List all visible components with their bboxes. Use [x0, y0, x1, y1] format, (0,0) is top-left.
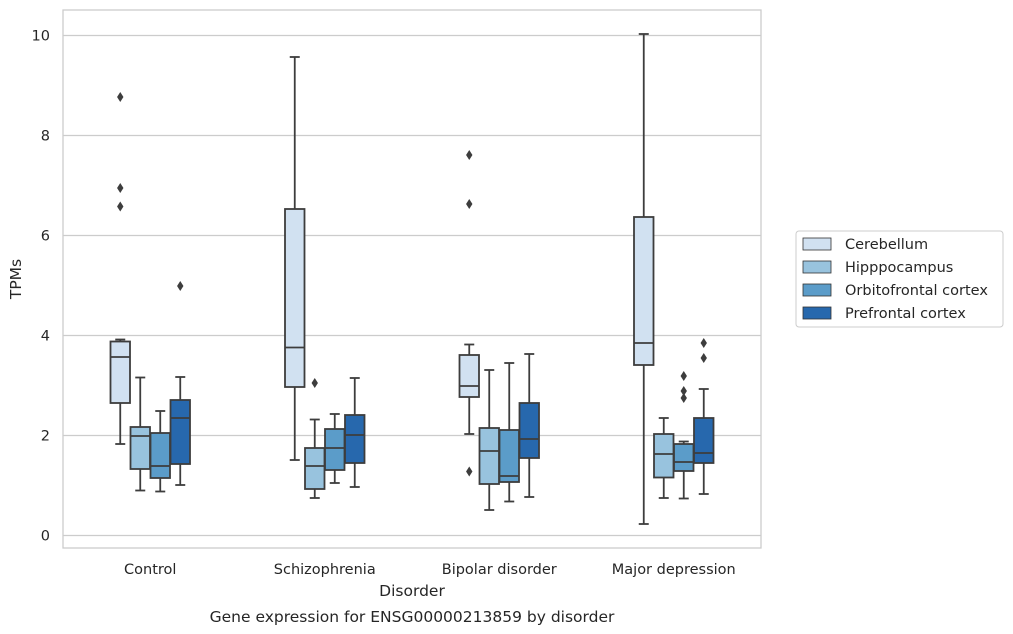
outlier-point [117, 92, 124, 102]
box [284, 56, 306, 461]
outlier-point [311, 378, 318, 388]
box-body [304, 447, 326, 490]
x-tick-labels: Control Schizophrenia Bipolar disorder Majo… [124, 562, 736, 578]
legend: Cerebellum Hipppocampus Orbitofrontal cort… [795, 230, 1004, 328]
series-cerebellum [109, 33, 655, 525]
outlier-point [466, 466, 473, 477]
x-axis-title: Disorder [379, 582, 445, 600]
box-body [518, 402, 540, 459]
legend-swatch [802, 237, 832, 251]
legend-swatch [802, 260, 832, 274]
box-body [324, 428, 346, 471]
y-tick-label: 6 [41, 229, 50, 245]
box [324, 413, 346, 484]
legend-label: Orbitofrontal cortex [845, 283, 988, 299]
box [518, 353, 540, 498]
y-tick-label: 8 [41, 129, 50, 145]
legend-label: Cerebellum [845, 237, 928, 253]
y-tick-label: 4 [41, 329, 50, 345]
box-body [169, 399, 191, 465]
plot-frame [62, 9, 762, 549]
box-body [129, 426, 151, 470]
box [673, 371, 695, 500]
series-hipppocampus [129, 369, 675, 511]
box-body [693, 417, 715, 464]
box [169, 281, 191, 486]
outlier-point [700, 353, 707, 363]
x-tick-label: Major depression [612, 562, 736, 578]
y-tick-labels: 0 2 4 6 8 10 [32, 29, 50, 545]
outlier-point [466, 199, 473, 209]
box [129, 376, 151, 492]
box [458, 150, 480, 477]
series-prefrontal-cortex [169, 281, 715, 498]
legend-swatch [802, 306, 832, 320]
outlier-point [117, 183, 124, 193]
outlier-point [700, 338, 707, 348]
box [344, 377, 366, 488]
y-axis-title: TPMs [7, 259, 25, 300]
y-tick-label: 2 [41, 429, 50, 445]
y-tick-label: 10 [32, 29, 50, 45]
box-series-group [109, 33, 715, 525]
box [633, 33, 655, 525]
box [653, 417, 675, 499]
x-tick-label: Bipolar disorder [442, 562, 557, 578]
box [478, 369, 500, 511]
legend-frame [795, 230, 1004, 328]
box [693, 338, 715, 495]
box [149, 410, 171, 493]
box-body [344, 414, 366, 464]
box-body [109, 340, 131, 404]
outlier-point [680, 386, 687, 396]
x-tick-label: Schizophrenia [274, 562, 376, 578]
outlier-point [680, 371, 687, 381]
x-tick-label: Control [124, 562, 176, 578]
y-tick-label: 0 [41, 529, 50, 545]
box [498, 362, 520, 503]
legend-swatch [802, 283, 832, 297]
box-body [284, 208, 306, 388]
outlier-point [466, 150, 473, 160]
box-body [149, 432, 171, 479]
box-body [653, 433, 675, 479]
outlier-point [117, 201, 124, 212]
box [304, 378, 326, 499]
box [109, 92, 131, 445]
box-body [478, 427, 500, 485]
box-body [673, 443, 695, 472]
box-body [458, 354, 480, 398]
chart-caption: Gene expression for ENSG00000213859 by d… [210, 608, 615, 626]
box-body [633, 216, 655, 366]
box-body [498, 429, 520, 483]
legend-label: Hipppocampus [845, 260, 953, 276]
legend-label: Prefrontal cortex [845, 306, 966, 322]
outlier-point [177, 281, 184, 291]
series-orbitofrontal-cortex [149, 362, 695, 503]
outlier-point [680, 393, 687, 403]
